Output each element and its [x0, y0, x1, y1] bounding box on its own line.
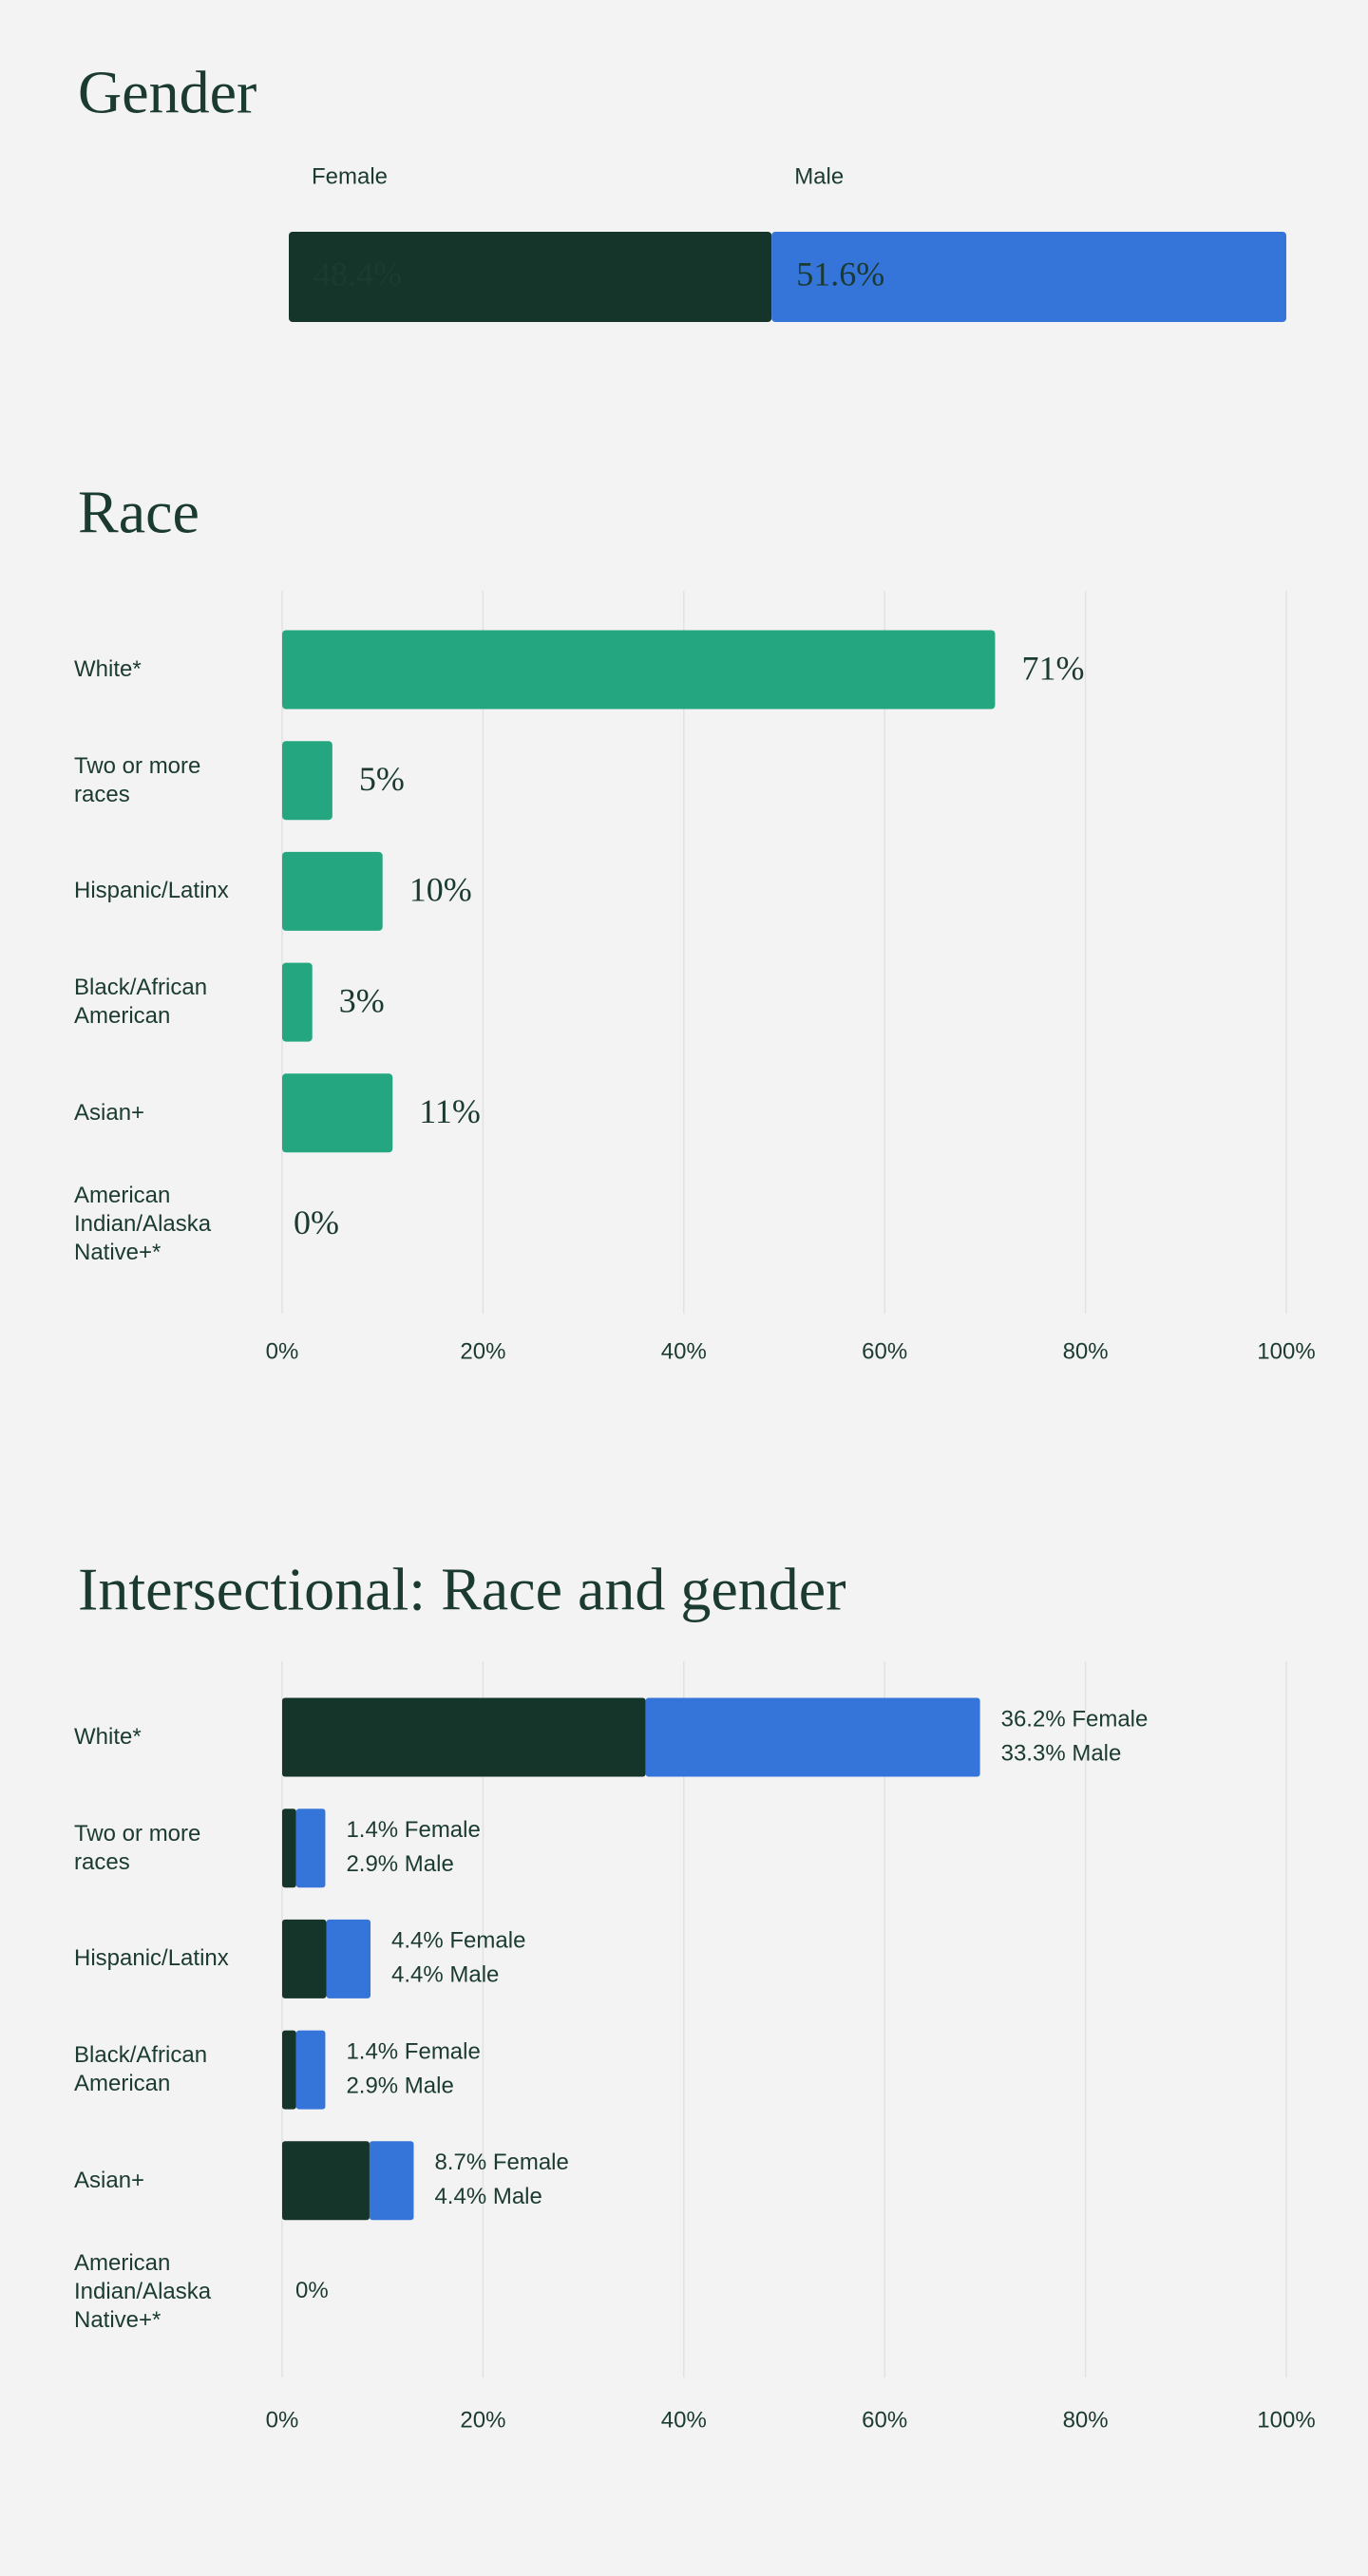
category-label: White*: [74, 656, 142, 682]
category-label: Black/African American: [74, 2042, 208, 2097]
x-tick-label: 40%: [661, 1338, 707, 1364]
bar-segment: [369, 2141, 414, 2221]
bar-segment: [771, 232, 1286, 322]
value-label: 0%: [295, 2278, 329, 2303]
value-label: 10%: [409, 871, 472, 909]
bar-segment: [282, 1809, 296, 1888]
x-tick-label: 0%: [266, 1338, 299, 1364]
value-label: 11%: [419, 1092, 481, 1130]
category-label: Hispanic/Latinx: [74, 1945, 229, 1972]
value-label: 36.2% Female: [1001, 1706, 1149, 1732]
value-label: 3%: [339, 981, 385, 1019]
bar-segment: [282, 2141, 370, 2221]
x-tick-label: 20%: [460, 1338, 505, 1364]
value-label: 33.3% Male: [1001, 1740, 1122, 1766]
category-label: Black/African American: [74, 975, 208, 1030]
bar-segment: [289, 232, 772, 322]
bar: [282, 1073, 393, 1153]
x-tick-label: 60%: [862, 2407, 907, 2433]
value-label: 0%: [294, 1203, 339, 1241]
x-tick-label: 60%: [862, 1338, 907, 1364]
category-label: American Indian/Alaska Native+*: [74, 2249, 212, 2333]
bar: [282, 851, 383, 931]
x-tick-label: 20%: [460, 2407, 505, 2433]
bar: [282, 962, 313, 1042]
chart-title: Intersectional: Race and gender: [78, 1556, 846, 1623]
value-label: 4.4% Male: [434, 2184, 542, 2209]
bar: [282, 741, 332, 821]
x-tick-label: 100%: [1257, 2407, 1315, 2433]
category-label: Hispanic/Latinx: [74, 878, 229, 904]
category-label: Asian+: [74, 1099, 145, 1126]
value-label: 5%: [359, 760, 405, 798]
legend-label: Male: [794, 163, 844, 189]
value-label: 1.4% Female: [346, 1817, 480, 1843]
bar-segment: [295, 2030, 326, 2110]
category-label: Two or more races: [74, 752, 201, 807]
category-label: White*: [74, 1724, 142, 1750]
value-label: 1.4% Female: [346, 2038, 480, 2064]
value-label: 48.4%: [314, 255, 402, 293]
x-tick-label: 40%: [661, 2407, 707, 2433]
x-tick-label: 100%: [1257, 1338, 1315, 1364]
value-label: 71%: [1021, 649, 1084, 687]
chart-title: Gender: [78, 59, 256, 126]
x-tick-label: 0%: [266, 2407, 299, 2433]
category-label: Two or more races: [74, 1820, 201, 1875]
category-label: American Indian/Alaska Native+*: [74, 1182, 212, 1265]
value-label: 51.6%: [796, 255, 884, 293]
bar-segment: [282, 1697, 646, 1777]
legend-label: Female: [312, 163, 388, 189]
chart-title: Race: [78, 479, 200, 546]
value-label: 8.7% Female: [434, 2150, 568, 2175]
category-label: Asian+: [74, 2167, 145, 2193]
bar-segment: [295, 1809, 326, 1888]
bar-segment: [326, 1919, 371, 1998]
x-tick-label: 80%: [1063, 2407, 1109, 2433]
value-label: 4.4% Male: [391, 1962, 499, 1988]
bar-segment: [282, 1919, 327, 1998]
x-tick-label: 80%: [1063, 1338, 1109, 1364]
value-label: 2.9% Male: [346, 2073, 453, 2098]
bar: [282, 630, 996, 710]
bar-segment: [282, 2030, 296, 2110]
bar-segment: [645, 1697, 980, 1777]
value-label: 4.4% Female: [391, 1928, 525, 1954]
value-label: 2.9% Male: [346, 1851, 453, 1877]
